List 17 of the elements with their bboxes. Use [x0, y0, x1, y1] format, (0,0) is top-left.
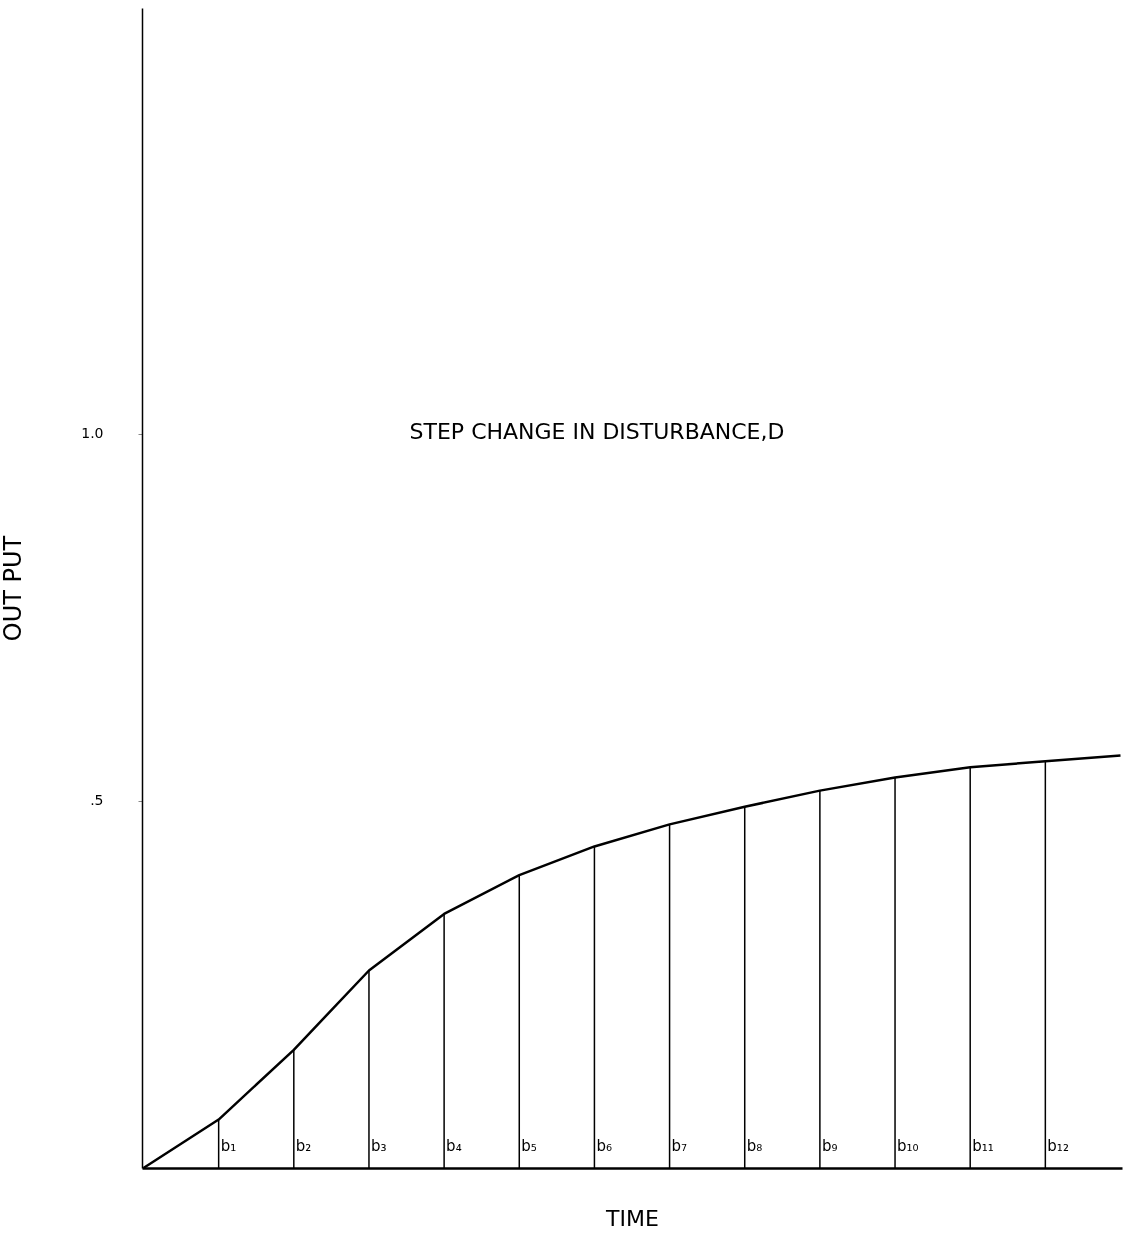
data-label: b₅: [521, 1137, 537, 1155]
data-label: b₁: [220, 1137, 237, 1155]
data-label: b₁₂: [1047, 1137, 1069, 1155]
x-axis-title: TIME: [605, 1205, 659, 1231]
data-label: b₈: [746, 1137, 763, 1155]
data-label: b₄: [446, 1137, 462, 1155]
text: STEP CHANGE IN DISTURBANCE,D: [409, 419, 785, 444]
data-label: b₇: [671, 1137, 688, 1155]
y-tick-label: .5: [90, 792, 104, 809]
y-tick-label: 1.0: [81, 425, 104, 442]
data-label: b₆: [596, 1137, 612, 1155]
data-label: b₁₁: [972, 1137, 994, 1155]
data-label: b₁₀: [897, 1137, 919, 1155]
data-label: b₃: [370, 1137, 387, 1155]
data-label: b₂: [295, 1137, 312, 1155]
data-label: b₉: [821, 1137, 838, 1155]
y-axis-title: OUT PUT: [0, 535, 28, 642]
